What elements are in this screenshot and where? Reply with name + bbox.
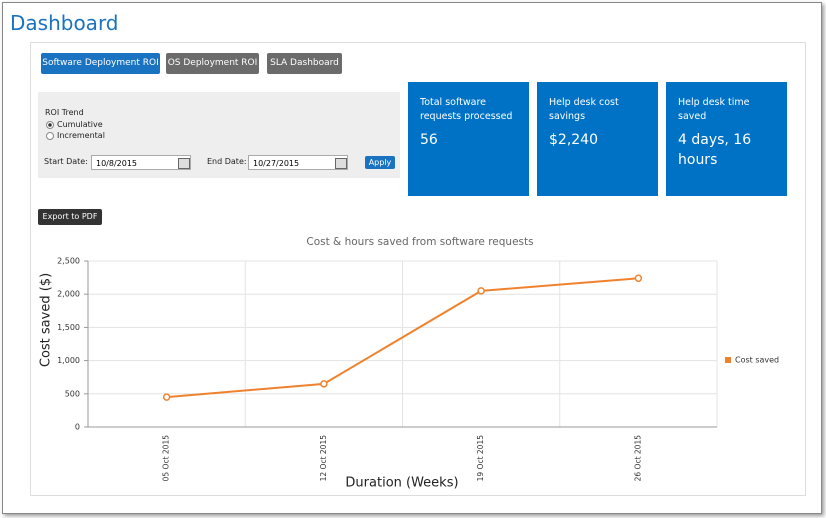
tile-value: 56: [420, 132, 438, 148]
y-axis-title: Cost saved ($): [39, 273, 54, 367]
x-tick-label: 05 Oct 2015: [162, 435, 171, 482]
tile: Help desk cost savings $2,240: [537, 82, 658, 196]
radio[interactable]: [46, 132, 54, 140]
calendar-icon[interactable]: [335, 158, 347, 169]
point: [477, 287, 485, 295]
y-tick-label: 500: [65, 389, 80, 398]
end-input[interactable]: 10/27/2015: [248, 155, 348, 170]
radio[interactable]: [46, 121, 54, 129]
y-tick-label: 1,500: [57, 323, 80, 332]
tile-value: $2,240: [549, 132, 598, 148]
tab[interactable]: SLA Dashboard: [267, 53, 342, 74]
end-label: End Date:: [207, 157, 247, 166]
tab[interactable]: OS Deployment ROI: [166, 53, 259, 74]
tile-label: Help desk cost savings: [549, 97, 619, 122]
line: [166, 277, 639, 399]
tile: Total software requests processed 56: [408, 82, 529, 196]
export-button[interactable]: Export to PDF: [38, 209, 102, 225]
radio-label: Incremental: [57, 131, 105, 140]
tile-value: 4 days, 16 hours: [678, 132, 752, 168]
page-title: Dashboard: [10, 11, 119, 35]
tile-label: Total software requests processed: [420, 97, 513, 122]
point: [634, 274, 643, 283]
point: [162, 393, 171, 401]
apply-button[interactable]: Apply: [365, 156, 395, 169]
x-tick-label: 19 Oct 2015: [476, 435, 485, 482]
tile: Help desk time saved 4 days, 16 hours: [666, 82, 787, 196]
legend-swatch: [725, 357, 731, 363]
start-input[interactable]: 10/8/2015: [91, 155, 191, 170]
y-tick-label: 2,500: [57, 257, 80, 266]
x-tick-label: 12 Oct 2015: [319, 435, 328, 482]
y-tick-label: 2,000: [57, 290, 80, 299]
point: [320, 380, 328, 388]
tile-label: Help desk time saved: [678, 97, 750, 122]
radio-label: Cumulative: [57, 120, 103, 129]
form-title: ROI Trend: [45, 108, 84, 117]
panel: [30, 42, 806, 496]
legend-label: Cost saved: [735, 356, 779, 365]
calendar-icon[interactable]: [178, 158, 190, 169]
x-axis-title: Duration (Weeks): [345, 476, 458, 491]
y-tick-label: 0: [75, 423, 80, 432]
x-tick-label: 26 Oct 2015: [633, 435, 642, 482]
tab[interactable]: Software Deployment ROI: [41, 53, 160, 74]
chart-title: Cost & hours saved from software request…: [306, 236, 533, 248]
start-label: Start Date:: [44, 157, 88, 166]
y-tick-label: 1,000: [57, 356, 80, 365]
